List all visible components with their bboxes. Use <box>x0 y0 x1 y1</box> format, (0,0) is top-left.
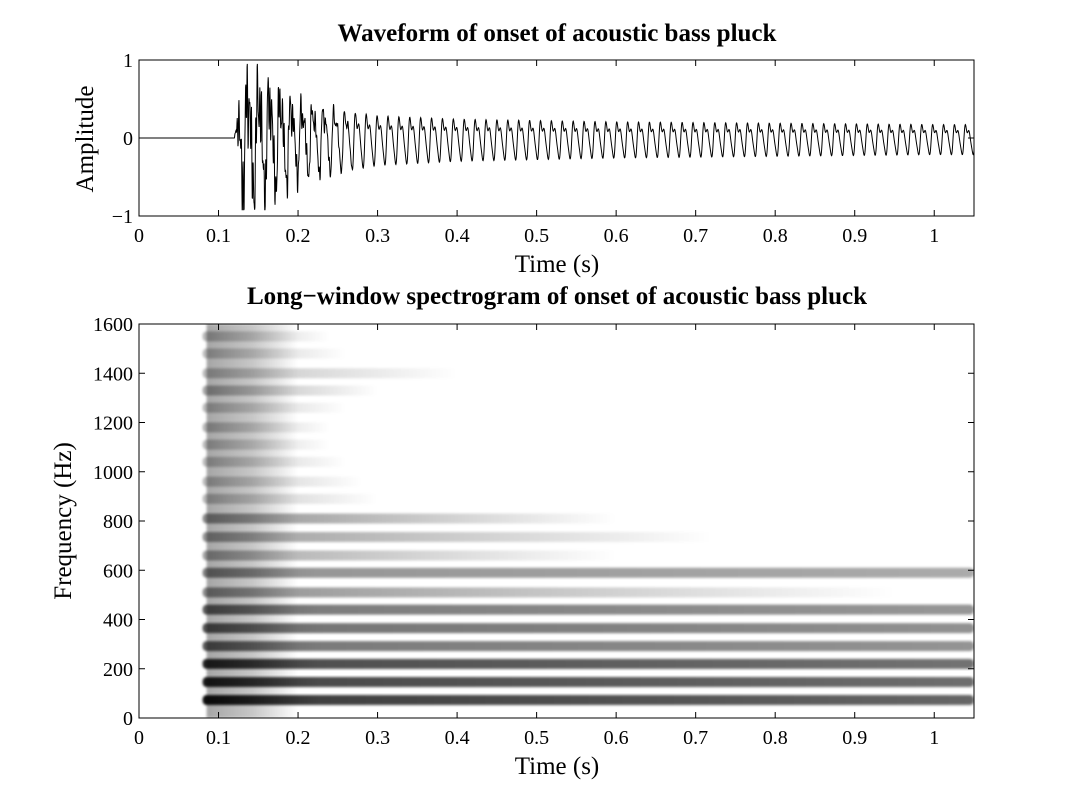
spectrogram-panel: Long−window spectrogram of onset of acou… <box>50 283 975 780</box>
spectrogram-ytick-label: 1200 <box>93 413 133 435</box>
spectrogram-harmonic-band <box>202 695 974 706</box>
waveform-xtick-label: 0.3 <box>365 225 390 247</box>
spectrogram-xtick-label: 0.1 <box>206 727 231 749</box>
spectrogram-harmonic-band <box>202 476 362 487</box>
spectrogram-xtick-label: 0.3 <box>365 727 390 749</box>
waveform-panel: Waveform of onset of acoustic bass pluck… <box>72 20 975 278</box>
spectrogram-xlabel: Time (s) <box>515 753 600 780</box>
spectrogram-xtick-label: 0 <box>134 727 144 749</box>
waveform-xtick-label: 0.1 <box>206 225 231 247</box>
spectrogram-harmonic-band <box>202 658 974 669</box>
spectrogram-harmonic-band <box>202 677 974 688</box>
spectrogram-ytick-label: 200 <box>103 659 133 681</box>
spectrogram-marks <box>202 324 974 718</box>
spectrogram-harmonic-band <box>202 604 974 615</box>
spectrogram-harmonic-band <box>202 422 330 433</box>
spectrogram-harmonic-band <box>202 550 617 561</box>
spectrogram-xtick-label: 0.8 <box>763 727 788 749</box>
spectrogram-ytick-label: 600 <box>103 560 133 582</box>
waveform-xtick-label: 0.6 <box>604 225 629 247</box>
spectrogram-xtick-label: 0.7 <box>683 727 708 749</box>
spectrogram-title: Long−window spectrogram of onset of acou… <box>247 283 867 310</box>
spectrogram-harmonic-band <box>202 532 712 543</box>
spectrogram-xtick-label: 0.9 <box>842 727 867 749</box>
spectrogram-ytick-label: 800 <box>103 511 133 533</box>
spectrogram-ytick-label: 0 <box>123 708 133 730</box>
waveform-xtick-label: 1 <box>929 225 939 247</box>
spectrogram-xtick-label: 0.2 <box>286 727 311 749</box>
waveform-xtick-label: 0.9 <box>842 225 867 247</box>
spectrogram-harmonic-band <box>202 641 974 652</box>
spectrogram-xtick-label: 1 <box>929 727 939 749</box>
spectrogram-xtick-label: 0.6 <box>604 727 629 749</box>
waveform-marks <box>139 63 974 211</box>
spectrogram-xtick-label: 0.4 <box>445 727 470 749</box>
spectrogram-ytick-label: 1400 <box>93 363 133 385</box>
waveform-title: Waveform of onset of acoustic bass pluck <box>338 20 777 47</box>
spectrogram-harmonic-band <box>202 439 330 450</box>
waveform-xtick-label: 0.2 <box>286 225 311 247</box>
spectrogram-ylabel: Frequency (Hz) <box>50 442 77 600</box>
waveform-xlabel: Time (s) <box>515 251 600 278</box>
spectrogram-harmonic-band <box>202 587 895 598</box>
spectrogram-harmonic-band <box>202 456 346 467</box>
spectrogram-harmonic-band <box>202 402 346 413</box>
spectrogram-harmonic-band <box>202 368 458 379</box>
waveform-ytick-label: 1 <box>123 50 133 72</box>
waveform-xtick-label: 0.4 <box>445 225 470 247</box>
waveform-line <box>139 63 974 211</box>
waveform-xtick-label: 0.5 <box>524 225 549 247</box>
spectrogram-harmonic-band <box>202 331 330 342</box>
spectrogram-harmonic-band <box>202 348 346 359</box>
waveform-xtick-label: 0.8 <box>763 225 788 247</box>
spectrogram-xtick-label: 0.5 <box>524 727 549 749</box>
spectrogram-ytick-label: 1000 <box>93 462 133 484</box>
spectrogram-ytick-label: 1600 <box>93 314 133 336</box>
spectrogram-ticks: 0 0.1 0.2 0.3 0.4 0.5 0.6 0.7 0.8 0.9 1 0 200 400 600 8… <box>93 314 974 749</box>
spectrogram-harmonic-band <box>202 493 378 504</box>
spectrogram-harmonic-band <box>202 513 617 524</box>
waveform-ytick-label: 0 <box>123 128 133 150</box>
waveform-xtick-label: 0 <box>134 225 144 247</box>
spectrogram-harmonic-band <box>202 385 378 396</box>
spectrogram-harmonic-band <box>202 567 974 578</box>
spectrogram-harmonic-band <box>202 623 974 634</box>
spectrogram-ytick-label: 400 <box>103 610 133 632</box>
waveform-ytick-label: −1 <box>112 206 133 228</box>
waveform-ylabel: Amplitude <box>72 86 99 193</box>
waveform-xtick-label: 0.7 <box>683 225 708 247</box>
waveform-ticks: 0 0.1 0.2 0.3 0.4 0.5 0.6 0.7 0.8 0.9 1−101 <box>112 50 974 247</box>
